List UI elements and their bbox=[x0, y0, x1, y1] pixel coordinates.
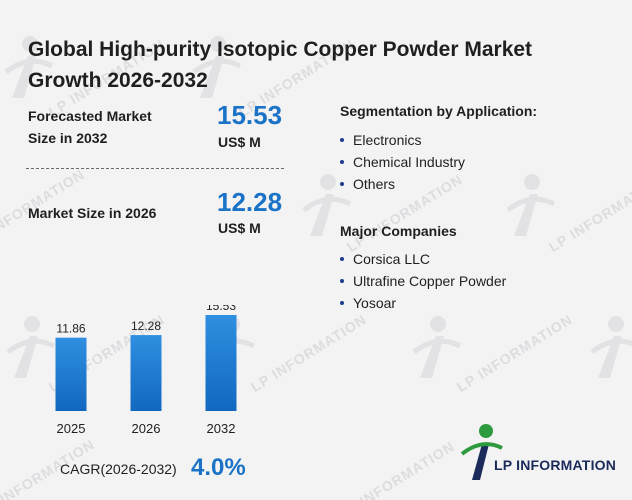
cagr-value: 4.0% bbox=[191, 454, 246, 481]
forecast-value: 15.53 bbox=[217, 100, 283, 130]
bar-value-label: 12.28 bbox=[131, 319, 161, 333]
company-item: Corsica LLC bbox=[340, 248, 506, 270]
segmentation-item: Others bbox=[340, 173, 465, 195]
watermark-text: LP INFORMATION bbox=[335, 437, 458, 500]
segmentation-list: Electronics Chemical Industry Others bbox=[340, 129, 465, 195]
lp-information-logo-icon bbox=[460, 424, 503, 480]
x-tick-label: 2032 bbox=[207, 421, 236, 436]
company-item: Ultrafine Copper Powder bbox=[340, 270, 506, 292]
x-tick-label: 2025 bbox=[57, 421, 86, 436]
companies-heading: Major Companies bbox=[340, 223, 457, 239]
watermark-logo-icon bbox=[590, 316, 632, 378]
company-item: Yosoar bbox=[340, 292, 506, 314]
bar-2026 bbox=[130, 335, 162, 411]
watermark-text: LP INFORMATION bbox=[453, 310, 576, 396]
segmentation-heading: Segmentation by Application: bbox=[340, 103, 538, 119]
forecast-unit: US$ M bbox=[218, 134, 261, 150]
watermark-logo-icon bbox=[506, 174, 556, 236]
stats-divider bbox=[26, 168, 284, 169]
x-tick-label: 2026 bbox=[132, 421, 161, 436]
watermark-logo-icon bbox=[412, 316, 462, 378]
segmentation-item: Electronics bbox=[340, 129, 465, 151]
segmentation-item: Chemical Industry bbox=[340, 151, 465, 173]
bar-2025 bbox=[55, 337, 87, 411]
companies-list: Corsica LLC Ultrafine Copper Powder Yoso… bbox=[340, 248, 506, 314]
cagr-label: CAGR(2026-2032) bbox=[60, 461, 177, 477]
current-size-unit: US$ M bbox=[218, 220, 261, 236]
bar-value-label: 11.86 bbox=[56, 322, 85, 336]
current-size-label: Market Size in 2026 bbox=[28, 205, 157, 221]
current-size-value: 12.28 bbox=[217, 187, 283, 217]
watermark-text: LP INFORMATION bbox=[545, 170, 632, 256]
logo-text: LP INFORMATION bbox=[494, 457, 617, 473]
bar-value-label: 15.53 bbox=[206, 305, 236, 313]
forecast-label: Forecasted Market Size in 2032 bbox=[28, 108, 152, 146]
bar-2032 bbox=[205, 315, 237, 411]
market-size-bar-chart: 11.86 2025 12.28 2026 15.53 2032 bbox=[55, 305, 237, 436]
page-title: Global High-purity Isotopic Copper Powde… bbox=[28, 38, 533, 92]
